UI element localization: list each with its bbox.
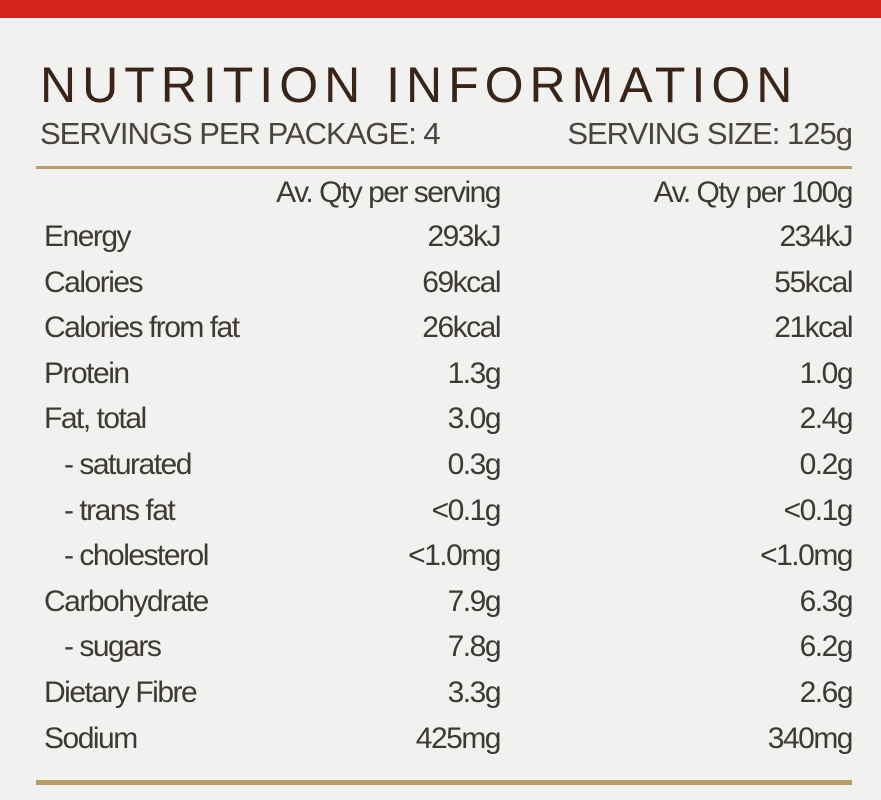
per-serving: 7.9g <box>447 584 502 618</box>
per-serving: 0.3g <box>447 448 502 481</box>
per-100g: <0.1g <box>783 493 854 527</box>
nutrient-name: - sugars <box>64 630 162 664</box>
per-serving: 7.8g <box>447 630 502 664</box>
nutrient-name: Energy <box>44 220 132 253</box>
per-100g: 0.2g <box>799 448 854 481</box>
per-100g: 1.0g <box>799 356 854 390</box>
per-100g: 2.4g <box>799 402 854 436</box>
per-100g: 55kcal <box>774 265 853 299</box>
nutrient-name: - cholesterol <box>64 539 209 573</box>
per-100g: 21kcal <box>774 311 853 345</box>
per-100g: 6.3g <box>799 584 854 618</box>
nutrient-name: Carbohydrate <box>44 584 209 618</box>
per-100g: 234kJ <box>779 220 853 253</box>
per-serving: 425mg <box>415 721 502 755</box>
red-band <box>0 0 881 18</box>
per-100g: 6.2g <box>799 630 854 664</box>
title: NUTRITION INFORMATION <box>40 57 799 113</box>
per-serving: <0.1g <box>431 493 502 527</box>
per-100g: 340mg <box>767 721 854 755</box>
nutrient-name: Fat, total <box>44 402 147 436</box>
per-serving: 3.0g <box>447 402 502 436</box>
divider <box>36 166 852 169</box>
per-serving: 293kJ <box>427 220 501 253</box>
nutrient-name: Protein <box>44 356 130 390</box>
per-serving: <1.0mg <box>408 539 501 573</box>
per-serving: 3.3g <box>447 676 502 709</box>
divider <box>36 780 852 785</box>
nutrient-name: Calories from fat <box>44 311 240 345</box>
nutrient-name: Dietary Fibre <box>44 676 198 709</box>
nutrient-name: - trans fat <box>64 493 176 527</box>
nutrient-name: Sodium <box>44 721 138 755</box>
column-header: Av. Qty per 100g <box>653 176 854 209</box>
per-100g: 2.6g <box>799 676 854 709</box>
nutrient-name: - saturated <box>64 448 192 481</box>
nutrient-name: Calories <box>44 265 144 299</box>
per-100g: <1.0mg <box>760 539 853 573</box>
servings: SERVINGS PER PACKAGE: 4 <box>40 116 441 151</box>
column-header: Av. Qty per serving <box>276 176 501 209</box>
serving-size: SERVING SIZE: 125g <box>567 116 853 151</box>
per-serving: 26kcal <box>422 311 501 345</box>
per-serving: 69kcal <box>422 265 501 299</box>
per-serving: 1.3g <box>447 356 502 390</box>
